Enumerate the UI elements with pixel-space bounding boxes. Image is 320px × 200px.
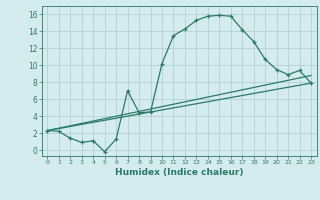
- X-axis label: Humidex (Indice chaleur): Humidex (Indice chaleur): [115, 168, 244, 177]
